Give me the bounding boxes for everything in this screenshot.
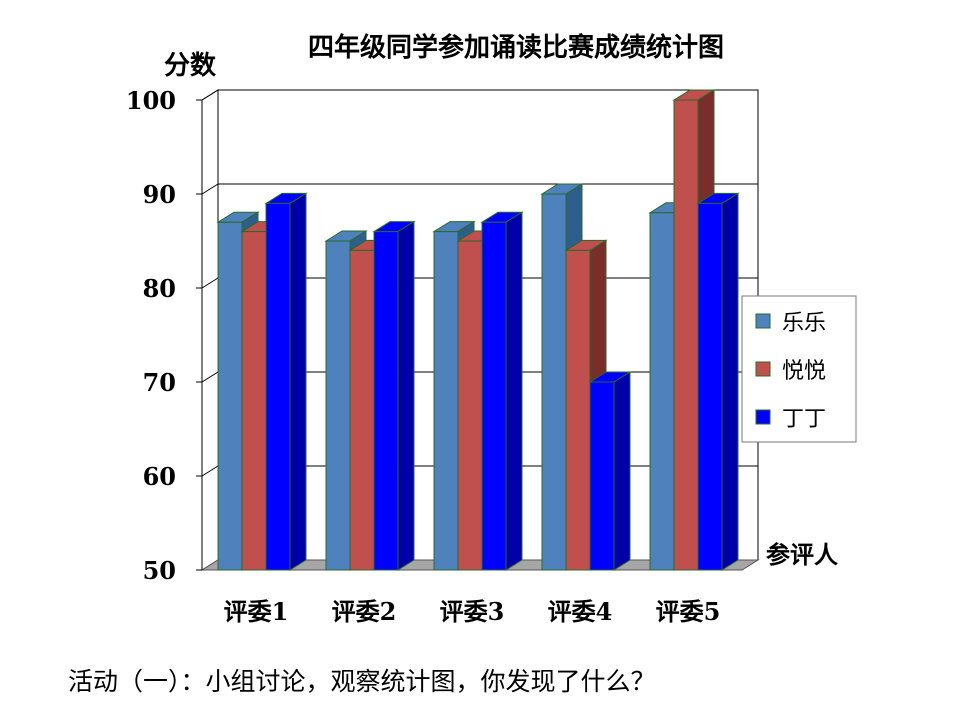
y-tick-label: 90 (143, 180, 176, 209)
legend-label: 悦悦 (782, 359, 826, 384)
gridline-side (201, 277, 219, 289)
gridline-side (201, 89, 219, 101)
bar-front (265, 202, 291, 571)
bar-front (349, 249, 375, 571)
x-tick-label: 评委1 (224, 597, 289, 626)
y-axis-label: 分数 (164, 51, 217, 81)
gridline-side (201, 371, 219, 383)
bar-side (397, 220, 415, 571)
x-tick-label: 评委2 (332, 597, 397, 626)
y-tick-label: 80 (143, 274, 176, 303)
bar-front (589, 381, 615, 571)
bar-side (505, 211, 523, 571)
bar-front (541, 193, 567, 571)
activity-caption: 活动（一）：小组讨论，观察统计图，你发现了什么？ (68, 667, 656, 696)
bar-front (649, 212, 675, 571)
bar-front (697, 202, 723, 571)
x-axis-label: 参评人 (766, 540, 838, 569)
plot-area: 50 60 70 80 90 100 评委1 评委2 评委3 评委4 评委5 (126, 86, 760, 626)
gridline-side (201, 465, 219, 477)
bar-丁丁-评委3 (480, 211, 524, 571)
legend-swatch (755, 313, 771, 329)
gridline-side (201, 183, 219, 195)
x-tick-label: 评委5 (656, 597, 721, 626)
bar-front (325, 240, 351, 571)
x-tick-label: 评委4 (548, 597, 613, 626)
bar-front (217, 221, 243, 571)
bar-front (481, 221, 507, 571)
y-tick-label: 60 (143, 462, 176, 491)
y-tick-label: 100 (126, 86, 176, 115)
side-wall (201, 89, 219, 571)
bar-front (433, 231, 459, 571)
bar-front (241, 231, 267, 571)
legend-swatch (755, 409, 771, 425)
bar-front (373, 231, 399, 571)
bar-side (721, 192, 739, 571)
legend-label: 乐乐 (782, 311, 826, 336)
bar-丁丁-评委2 (372, 220, 416, 571)
bar-front (457, 240, 483, 571)
bar-front (565, 249, 591, 571)
bar-front (673, 99, 699, 571)
y-tick-label: 70 (143, 368, 176, 397)
bar-丁丁-评委1 (264, 192, 308, 571)
bar-丁丁-评委5 (696, 192, 740, 571)
bar-丁丁-评委4 (588, 371, 632, 571)
bar-side (289, 192, 307, 571)
legend-label: 丁丁 (782, 407, 826, 432)
chart-title: 四年级同学参加诵读比赛成绩统计图 (308, 32, 724, 63)
bar-side (613, 371, 631, 571)
bar-chart: 四年级同学参加诵读比赛成绩统计图 分数 参评人 50 60 70 80 90 100 评委1… (126, 32, 857, 626)
y-tick-label: 50 (143, 556, 176, 585)
legend-swatch (755, 361, 771, 377)
x-tick-label: 评委3 (440, 597, 505, 626)
